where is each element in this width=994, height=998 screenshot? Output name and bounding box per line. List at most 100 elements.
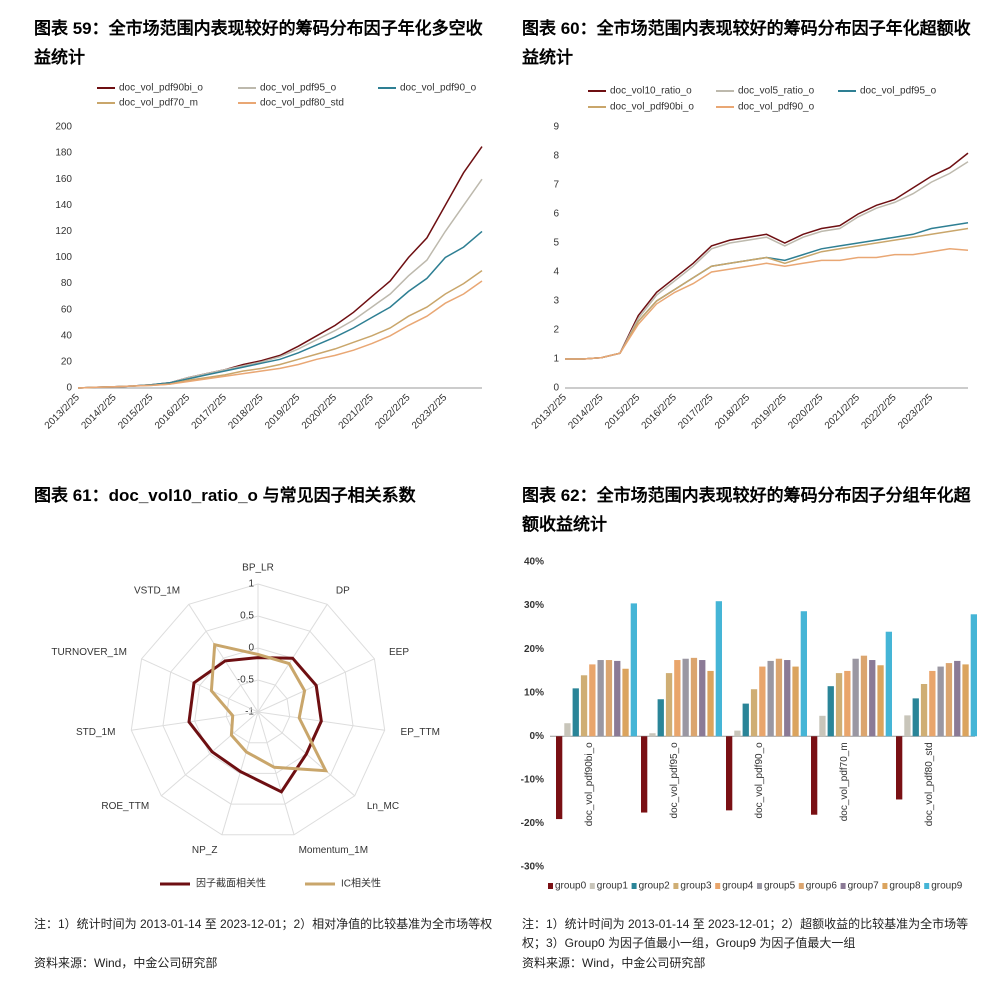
series-line xyxy=(77,280,483,389)
y-tick-label: 120 xyxy=(55,226,72,237)
legend-swatch xyxy=(715,883,721,889)
source: 资料来源：Wind，中金公司研究部 xyxy=(34,956,218,970)
bar xyxy=(920,684,928,737)
axis-label: DP xyxy=(336,586,350,597)
bar xyxy=(715,601,722,737)
y-tick-label: 9 xyxy=(553,122,559,133)
series-line xyxy=(565,221,969,360)
y-tick-label: 0% xyxy=(530,731,545,742)
y-tick-label: 60 xyxy=(61,304,73,315)
bar xyxy=(665,673,673,737)
axis-label: EP_TTM xyxy=(401,727,440,738)
x-tick-label: 2022/2/25 xyxy=(859,392,899,432)
grid-ring xyxy=(130,583,386,836)
axis-label: ROE_TTM xyxy=(101,801,149,812)
bar xyxy=(759,666,766,737)
x-tick-label: 2021/2/25 xyxy=(823,392,863,432)
x-tick-label: 2016/2/25 xyxy=(153,392,193,432)
bar xyxy=(649,733,656,737)
bar xyxy=(896,736,903,800)
legend-label: doc_vol10_ratio_o xyxy=(610,86,692,97)
x-tick-label: 2020/2/25 xyxy=(300,392,340,432)
series-line xyxy=(77,178,483,389)
bar xyxy=(835,673,843,737)
bar xyxy=(860,655,868,737)
bar xyxy=(597,660,604,737)
chart-title: 图表 61：doc_vol10_ratio_o 与常见因子相关系数 xyxy=(34,486,416,505)
bar xyxy=(690,657,698,737)
legend-label: doc_vol_pdf90bi_o xyxy=(119,83,203,94)
r-tick-label: 0 xyxy=(248,643,254,654)
legend-label: group8 xyxy=(889,881,921,892)
bar xyxy=(819,715,826,737)
y-tick-label: -20% xyxy=(521,818,544,829)
x-tick-label: doc_vol_pdf90bi_o xyxy=(584,742,595,826)
legend-swatch xyxy=(589,883,595,889)
y-tick-label: 20 xyxy=(61,357,73,368)
y-tick-label: 80 xyxy=(61,278,73,289)
bar xyxy=(844,670,851,737)
bar xyxy=(775,658,783,737)
y-tick-label: -10% xyxy=(521,774,544,785)
bar xyxy=(641,736,648,813)
legend-label: group0 xyxy=(555,881,587,892)
x-tick-label: doc_vol_pdf80_std xyxy=(924,742,935,826)
bar xyxy=(827,686,834,737)
bar xyxy=(580,675,588,737)
x-tick-label: 2015/2/25 xyxy=(603,392,643,432)
note: 注：1）统计时间为 2013-01-14 至 2023-12-01；2）超额收益… xyxy=(522,917,969,950)
legend-label: group2 xyxy=(639,881,671,892)
legend-swatch xyxy=(798,883,804,889)
series-line xyxy=(209,642,329,773)
y-tick-label: 10% xyxy=(524,687,544,698)
legend-label: 因子截面相关性 xyxy=(196,877,266,890)
bar xyxy=(556,736,563,820)
y-tick-label: 160 xyxy=(55,174,72,185)
bar xyxy=(869,660,876,737)
x-tick-label: 2018/2/25 xyxy=(713,392,753,432)
legend-label: group9 xyxy=(931,881,963,892)
legend-label: doc_vol_pdf70_m xyxy=(119,98,198,109)
bar xyxy=(564,723,571,737)
spoke xyxy=(160,711,259,797)
legend-label: group5 xyxy=(764,881,796,892)
legend-label: group4 xyxy=(722,881,754,892)
bar xyxy=(674,660,681,737)
legend-label: group1 xyxy=(597,881,629,892)
x-tick-label: 2021/2/25 xyxy=(337,392,377,432)
y-tick-label: 5 xyxy=(553,238,559,249)
bar xyxy=(912,698,919,737)
bar xyxy=(929,670,936,737)
r-tick-label: 1 xyxy=(248,579,254,590)
legend-label: group7 xyxy=(848,881,880,892)
y-tick-label: 20% xyxy=(524,644,544,655)
bar xyxy=(970,614,977,737)
bar xyxy=(630,603,637,737)
y-tick-label: 4 xyxy=(553,267,559,278)
series-line xyxy=(565,161,969,360)
legend-label: doc_vol_pdf90bi_o xyxy=(610,102,694,113)
series-line xyxy=(565,248,969,360)
y-tick-label: 3 xyxy=(553,296,559,307)
series-line xyxy=(77,269,483,389)
bar xyxy=(811,736,818,815)
bar xyxy=(767,660,774,737)
x-tick-label: doc_vol_pdf95_o xyxy=(669,742,680,819)
x-tick-label: doc_vol_pdf90_o xyxy=(754,742,765,819)
x-tick-label: 2019/2/25 xyxy=(263,392,303,432)
legend-label: IC相关性 xyxy=(341,877,381,890)
axis-label: NP_Z xyxy=(192,845,218,856)
x-tick-label: 2020/2/25 xyxy=(786,392,826,432)
grid-ring xyxy=(225,679,291,744)
legend-swatch xyxy=(757,883,762,889)
bar xyxy=(589,664,596,737)
y-tick-label: 0 xyxy=(553,383,559,394)
r-tick-label: 0.5 xyxy=(240,611,254,622)
y-tick-label: 1 xyxy=(553,354,559,365)
bar xyxy=(734,730,741,737)
bar xyxy=(726,736,733,811)
bar xyxy=(614,660,621,737)
x-tick-label: 2014/2/25 xyxy=(566,392,606,432)
y-tick-label: 100 xyxy=(55,252,72,263)
